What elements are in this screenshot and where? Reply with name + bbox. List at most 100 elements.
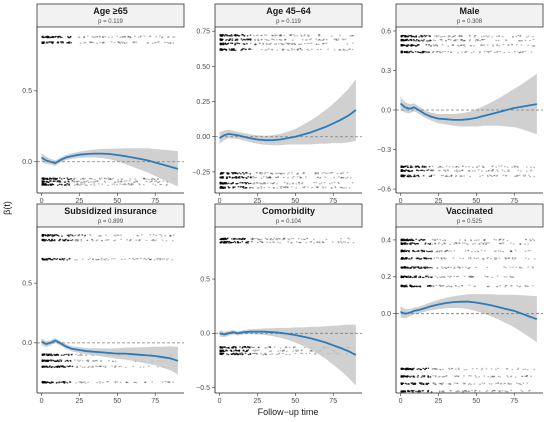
residual-point	[401, 367, 404, 370]
residual-point	[445, 285, 448, 288]
residual-point	[42, 353, 45, 356]
residual-point	[519, 267, 521, 269]
residual-point	[57, 365, 59, 367]
residual-point	[419, 276, 421, 278]
residual-point	[417, 174, 419, 176]
residual-point	[304, 34, 306, 36]
residual-point	[322, 186, 324, 188]
residual-point	[263, 186, 265, 189]
residual-point	[100, 177, 103, 179]
residual-point	[519, 34, 522, 37]
residual-point	[337, 176, 340, 178]
residual-point	[494, 390, 496, 392]
residual-point	[403, 238, 405, 240]
residual-point	[313, 242, 315, 244]
residual-point	[261, 354, 264, 356]
residual-point	[425, 257, 428, 259]
residual-point	[431, 238, 434, 241]
residual-point	[133, 381, 135, 383]
residual-point	[445, 375, 448, 377]
residual-point	[515, 266, 518, 268]
residual-point	[62, 42, 64, 44]
residual-point	[498, 239, 500, 241]
residual-point	[431, 368, 434, 370]
residual-point	[439, 170, 441, 172]
residual-point	[54, 36, 56, 38]
residual-point	[279, 35, 281, 37]
residual-point	[333, 49, 336, 51]
residual-point	[521, 390, 524, 393]
residual-point	[482, 242, 484, 245]
residual-point	[242, 350, 245, 352]
residual-point	[472, 276, 475, 278]
residual-point	[301, 352, 304, 355]
residual-point	[42, 35, 44, 37]
residual-point	[94, 360, 96, 362]
residual-point	[473, 285, 476, 287]
residual-point	[279, 186, 282, 188]
residual-point	[506, 391, 509, 393]
residual-point	[219, 241, 222, 243]
residual-point	[76, 366, 79, 369]
residual-point	[450, 51, 452, 54]
residual-point	[314, 173, 317, 175]
residual-point	[485, 368, 488, 370]
residual-point	[222, 350, 225, 352]
residual-point	[125, 366, 127, 369]
residual-point	[465, 266, 467, 268]
residual-point	[405, 285, 407, 287]
residual-point	[433, 50, 435, 52]
residual-point	[290, 237, 293, 240]
residual-point	[457, 166, 460, 168]
residual-point	[315, 186, 318, 188]
residual-point	[61, 258, 64, 260]
residual-point	[530, 166, 532, 168]
residual-point	[46, 258, 48, 260]
residual-point	[454, 40, 457, 42]
residual-point	[440, 285, 442, 287]
residual-point	[250, 176, 253, 178]
residual-point	[83, 180, 86, 183]
residual-point	[267, 177, 269, 179]
residual-point	[519, 383, 521, 385]
residual-point	[405, 45, 408, 47]
residual-point	[527, 258, 530, 260]
residual-point	[279, 172, 282, 174]
residual-point	[219, 38, 222, 41]
residual-point	[262, 42, 265, 44]
residual-point	[422, 166, 424, 168]
residual-point	[519, 285, 522, 287]
residual-point	[130, 183, 133, 185]
residual-point	[416, 285, 418, 288]
residual-point	[281, 48, 284, 50]
residual-point	[166, 41, 169, 44]
residual-point	[57, 36, 59, 39]
panel-plot-area	[396, 34, 543, 178]
residual-point	[219, 49, 222, 51]
residual-point	[287, 43, 289, 45]
residual-point	[95, 36, 98, 38]
residual-point	[266, 241, 268, 243]
residual-point	[241, 347, 243, 349]
residual-point	[491, 375, 494, 377]
residual-point	[114, 360, 117, 362]
residual-point	[80, 183, 82, 185]
residual-point	[428, 166, 431, 168]
residual-point	[89, 41, 91, 43]
residual-point	[409, 284, 411, 286]
residual-point	[92, 240, 94, 242]
residual-point	[286, 182, 289, 184]
residual-point	[157, 178, 159, 180]
residual-point	[342, 177, 345, 179]
panel-strip	[214, 3, 363, 28]
residual-point	[486, 50, 489, 53]
residual-point	[219, 176, 222, 178]
residual-point	[44, 360, 46, 362]
residual-point	[444, 243, 446, 245]
residual-point	[481, 257, 484, 260]
residual-point	[472, 170, 474, 172]
residual-point	[157, 181, 160, 183]
residual-point	[407, 275, 410, 277]
residual-point	[70, 178, 73, 180]
